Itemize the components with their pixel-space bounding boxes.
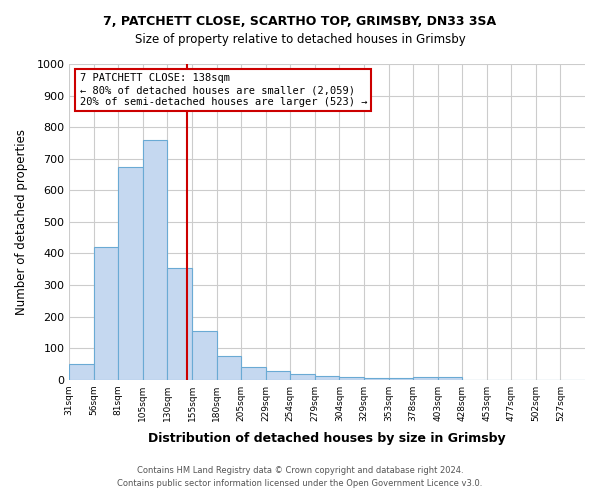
Y-axis label: Number of detached properties: Number of detached properties <box>15 129 28 315</box>
Bar <box>167 268 192 380</box>
Bar <box>94 247 118 380</box>
Bar <box>315 376 340 380</box>
Bar <box>266 371 290 380</box>
Bar <box>241 367 266 380</box>
Text: 7 PATCHETT CLOSE: 138sqm
← 80% of detached houses are smaller (2,059)
20% of sem: 7 PATCHETT CLOSE: 138sqm ← 80% of detach… <box>80 74 367 106</box>
Text: 7, PATCHETT CLOSE, SCARTHO TOP, GRIMSBY, DN33 3SA: 7, PATCHETT CLOSE, SCARTHO TOP, GRIMSBY,… <box>103 15 497 28</box>
Bar <box>290 374 315 380</box>
Bar <box>340 377 364 380</box>
Text: Size of property relative to detached houses in Grimsby: Size of property relative to detached ho… <box>134 32 466 46</box>
Bar <box>217 356 241 380</box>
Bar <box>437 377 462 380</box>
Bar <box>69 364 94 380</box>
Bar <box>143 140 167 380</box>
Bar <box>118 166 143 380</box>
Text: Contains HM Land Registry data © Crown copyright and database right 2024.
Contai: Contains HM Land Registry data © Crown c… <box>118 466 482 487</box>
Bar <box>389 378 413 380</box>
X-axis label: Distribution of detached houses by size in Grimsby: Distribution of detached houses by size … <box>148 432 506 445</box>
Bar <box>413 377 437 380</box>
Bar <box>364 378 389 380</box>
Bar <box>192 330 217 380</box>
